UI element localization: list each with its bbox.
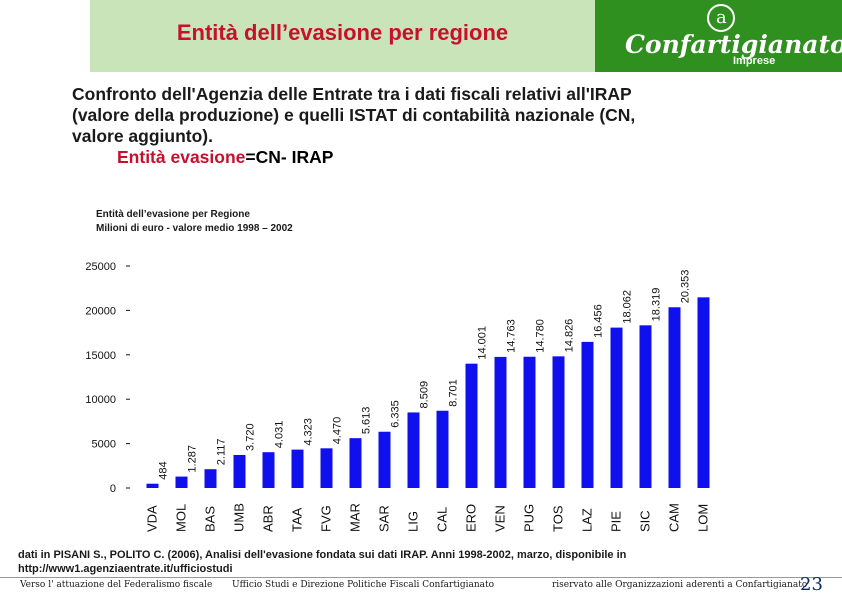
bar-LIG	[407, 412, 420, 488]
footer-divider	[0, 577, 842, 578]
bar-MOL	[175, 476, 188, 488]
value-label-TOS: 14.826	[564, 319, 576, 353]
title-band: Entità dell’evasione per regione	[90, 0, 595, 72]
bar-MAR	[349, 438, 362, 488]
value-label-BAS: 2.117	[216, 438, 228, 465]
value-label-CAM: 20.353	[680, 270, 692, 304]
category-label-BAS: BAS	[203, 506, 218, 532]
category-label-ABR: ABR	[261, 505, 276, 532]
bar-TAA	[291, 449, 304, 488]
value-label-UMB: 3.720	[245, 423, 257, 451]
category-label-CAM: CAM	[667, 503, 682, 532]
category-label-FVG: FVG	[319, 505, 334, 532]
value-label-FVG: 4.470	[332, 417, 344, 445]
formula-expression: =CN- IRAP	[245, 147, 334, 167]
y-tick-label-5: 25000	[85, 261, 116, 273]
bar-FVG	[320, 448, 333, 488]
value-label-MOL: 1.287	[187, 445, 199, 473]
bar-VEN	[494, 356, 507, 488]
bar-PIE	[610, 327, 623, 488]
value-label-TAA: 4.323	[303, 418, 315, 446]
bar-CAL	[436, 410, 449, 488]
value-label-SIC: 18.319	[651, 288, 663, 322]
category-label-CAL: CAL	[435, 507, 450, 532]
subtitle-line-3: valore aggiunto).	[72, 126, 213, 146]
y-tick-label-3: 15000	[85, 350, 116, 362]
bar-LAZ	[581, 341, 594, 488]
value-label-LIG: 8.509	[419, 381, 431, 409]
category-label-MAR: MAR	[348, 503, 363, 532]
bar-ABR	[262, 452, 275, 488]
category-label-SIC: SIC	[638, 510, 653, 532]
bar-TOS	[552, 356, 565, 488]
chart-title: Entità dell’evasione per Regione	[96, 209, 250, 220]
page-number: 23	[800, 574, 823, 595]
value-label-VDA: 484	[158, 461, 170, 479]
y-tick-label-4: 20000	[85, 305, 116, 317]
value-label-SAR: 6.335	[390, 400, 402, 428]
footer-right: riservato alle Organizzazioni aderenti a…	[552, 580, 808, 590]
bar-SAR	[378, 431, 391, 488]
value-label-CAL: 8.701	[448, 379, 460, 407]
category-label-VDA: VDA	[145, 505, 160, 532]
chart-caption: Entità dell’evasione per Regione Milioni…	[96, 208, 293, 236]
subtitle-line-2: (valore della produzione) e quelli ISTAT…	[72, 105, 636, 125]
category-label-ERO: ERO	[464, 504, 479, 532]
bar-CAM	[668, 307, 681, 488]
value-label-LAZ: 16.456	[593, 304, 605, 338]
category-label-VEN: VEN	[493, 505, 508, 532]
value-label-VEN: 14.763	[506, 319, 518, 353]
bar-chart: 0 5000 10000 15000 20000 25000 484 VDA 1.287 MOL 2…	[85, 260, 711, 532]
category-label-PUG: PUG	[522, 504, 537, 532]
source-note: dati in PISANI S., POLITO C. (2006), Ana…	[18, 549, 627, 575]
category-label-TAA: TAA	[290, 507, 305, 532]
subtitle-line-1: Confronto dell'Agenzia delle Entrate tra…	[72, 84, 632, 104]
y-tick-label-2: 10000	[85, 394, 116, 406]
y-tick-label-1: 5000	[92, 439, 116, 451]
category-label-TOS: TOS	[551, 505, 566, 532]
bar-ERO	[465, 363, 478, 488]
category-label-LOM: LOM	[696, 504, 711, 532]
logo-text: Confartigianato	[625, 30, 842, 59]
category-label-SAR: SAR	[377, 505, 392, 532]
logo-mark-icon: a	[707, 4, 735, 32]
category-label-LAZ: LAZ	[580, 508, 595, 532]
value-label-PUG: 14.780	[535, 319, 547, 353]
value-label-LOM: 21.469	[709, 260, 711, 294]
category-label-MOL: MOL	[174, 504, 189, 532]
logo-subtext: Imprese	[733, 55, 776, 67]
category-label-LIG: LIG	[406, 511, 421, 532]
bar-LOM	[697, 297, 710, 488]
bar-PUG	[523, 356, 536, 488]
value-label-ABR: 4.031	[274, 421, 286, 449]
y-tick-label-0: 0	[110, 483, 116, 495]
value-label-PIE: 18.062	[622, 290, 634, 324]
page-title: Entità dell’evasione per regione	[176, 20, 509, 45]
category-label-PIE: PIE	[609, 511, 624, 532]
footer-left: Verso l' attuazione del Federalismo fisc…	[20, 580, 213, 590]
bar-SIC	[639, 325, 652, 488]
value-label-MAR: 5.613	[361, 407, 373, 435]
chart-subtitle: Milioni di euro - valore medio 1998 – 20…	[96, 223, 293, 234]
evasion-formula: Entità evasione=CN- IRAP	[117, 147, 333, 168]
logo-mark-letter: a	[716, 7, 727, 28]
logo: a Confartigianato Imprese	[595, 0, 842, 72]
value-label-ERO: 14.001	[477, 326, 489, 360]
category-label-UMB: UMB	[232, 503, 247, 532]
footer-center: Ufficio Studi e Direzione Politiche Fisc…	[232, 580, 495, 590]
bar-VDA	[146, 483, 159, 488]
bar-UMB	[233, 454, 246, 488]
subtitle: Confronto dell'Agenzia delle Entrate tra…	[72, 84, 812, 147]
bar-BAS	[204, 469, 217, 488]
formula-term: Entità evasione	[117, 147, 246, 167]
